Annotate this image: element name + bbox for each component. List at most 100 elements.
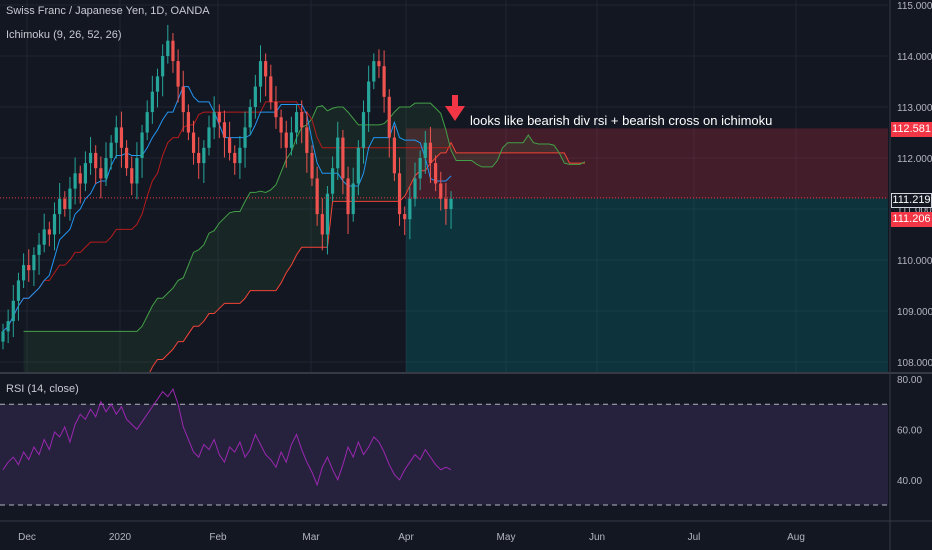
price-tick-label: 109.000 — [897, 307, 932, 318]
candle-body — [418, 158, 422, 179]
candle-body — [413, 178, 417, 199]
candle-body — [351, 183, 355, 215]
candle-body — [140, 132, 144, 158]
candle-body — [176, 61, 180, 87]
candle-body — [382, 66, 386, 97]
candle-body — [11, 300, 15, 322]
candle-body — [145, 112, 149, 133]
candle-body — [68, 188, 72, 209]
candle-body — [212, 112, 216, 128]
candle-body — [16, 280, 21, 301]
candle-body — [238, 147, 242, 164]
rsi-label: RSI (14, close) — [6, 383, 79, 395]
candle-body — [336, 137, 340, 169]
price-tick-label: 110.000 — [897, 256, 932, 267]
time-tick-label: Apr — [398, 532, 414, 543]
candle-body — [300, 112, 304, 128]
time-tick-label: Mar — [302, 532, 320, 543]
candle-body — [294, 112, 299, 133]
candle-body — [269, 76, 273, 102]
candle-body — [346, 178, 350, 215]
candle-body — [403, 214, 407, 220]
candle-body — [289, 132, 293, 148]
candle-body — [78, 173, 82, 184]
price-tick-label: 108.000 — [897, 358, 932, 369]
candle-body — [274, 101, 278, 118]
rsi-background — [0, 374, 888, 520]
main-price-pane[interactable] — [0, 0, 888, 520]
candle-body — [367, 81, 371, 113]
annotation-arrow-price-shaft — [452, 95, 458, 109]
candle-body — [130, 168, 134, 184]
rsi-tick-label: 60.00 — [897, 425, 922, 436]
annotation-text: looks like bearish div rsi + bearish cro… — [470, 113, 773, 128]
candle-body — [428, 142, 433, 164]
time-tick-label: May — [497, 532, 516, 543]
candle-body — [135, 158, 139, 184]
candle-body — [444, 198, 448, 209]
ichimoku-tenkan-line — [2, 86, 452, 332]
candle-body — [125, 147, 129, 169]
entry-price-tag: 111.206 — [891, 212, 932, 227]
candle-body — [191, 132, 196, 153]
rsi-tick-label: 40.00 — [897, 476, 922, 487]
rsi-pane[interactable] — [0, 374, 888, 520]
candle-body — [325, 193, 330, 235]
candle-body — [305, 127, 309, 153]
price-tick-label: 111.000 — [897, 205, 932, 216]
candle-body — [155, 76, 160, 92]
candle-body — [83, 163, 87, 184]
time-tick-label: Aug — [787, 532, 805, 543]
rsi-line — [2, 387, 452, 487]
price-tick-label: 112.000 — [897, 154, 932, 165]
candle-body — [258, 61, 263, 87]
candle-body — [320, 214, 324, 235]
candle-body — [310, 152, 314, 179]
stop-loss-zone — [406, 128, 888, 199]
ichimoku-span-a-line — [23, 102, 586, 332]
time-tick-label: Dec — [18, 532, 36, 543]
candle-body — [6, 321, 10, 332]
candle-body — [248, 107, 252, 128]
time-tick-label: Jun — [589, 532, 605, 543]
candle-body — [377, 61, 381, 67]
candle-body — [171, 40, 175, 62]
candle-body — [32, 254, 36, 271]
candle-body — [439, 183, 443, 199]
candle-body — [27, 265, 31, 271]
candle-body — [42, 229, 46, 245]
candle-body — [315, 178, 319, 215]
candle-body — [197, 152, 201, 164]
candle-body — [392, 137, 396, 174]
candle-body — [341, 137, 345, 179]
candle-body — [264, 61, 268, 77]
ichimoku-kijun-line — [2, 101, 452, 332]
candle-body — [202, 147, 206, 164]
price-tick-label: 114.000 — [897, 52, 932, 63]
candle-body — [99, 168, 103, 179]
stop-price-tag: 112.581 — [891, 122, 932, 137]
candle-body — [104, 158, 108, 179]
candle-body — [114, 127, 118, 143]
candle-body — [387, 96, 391, 138]
symbol-title: Swiss Franc / Japanese Yen, 1D, OANDA — [6, 5, 210, 17]
indicator-label: Ichimoku (9, 26, 52, 26) — [6, 29, 122, 41]
candle-body — [279, 117, 283, 133]
candle-body — [109, 142, 113, 158]
candle-body — [150, 91, 154, 113]
candle-body — [408, 198, 412, 220]
candle-body — [284, 132, 288, 148]
candle-body — [73, 173, 77, 189]
price-tick-label: 113.000 — [897, 103, 932, 114]
candle-body — [207, 127, 211, 148]
rsi-band-fill — [0, 404, 888, 505]
candle-body — [217, 112, 221, 123]
price-tick-label: 115.000 — [897, 1, 932, 12]
candle-body — [372, 61, 376, 82]
candle-body — [253, 86, 257, 107]
candle-body — [233, 152, 237, 164]
candle-body — [1, 331, 5, 342]
candle-body — [397, 173, 402, 215]
